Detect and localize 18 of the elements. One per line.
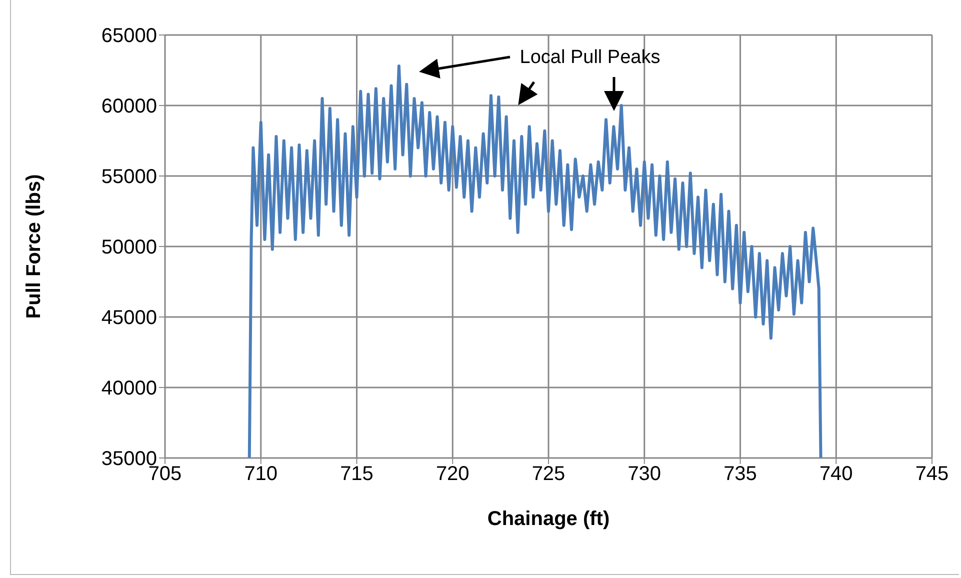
x-tick-label: 720 xyxy=(436,463,470,486)
y-tick-label: 55000 xyxy=(101,166,157,188)
annotation: Local Pull Peaks xyxy=(520,47,660,68)
x-axis-title: Chainage (ft) xyxy=(487,508,610,530)
x-tick-label: 715 xyxy=(340,463,374,486)
y-tick-label: 65000 xyxy=(101,25,157,48)
x-tick-label: 725 xyxy=(532,463,566,486)
y-tick-label: 45000 xyxy=(101,307,157,330)
y-tick-label: 40000 xyxy=(101,378,157,400)
y-tick-label: 50000 xyxy=(101,236,157,259)
x-tick-label: 710 xyxy=(244,463,278,486)
y-tick-label: 60000 xyxy=(101,96,157,118)
x-tick-label: 745 xyxy=(915,463,949,486)
x-tick-label: 735 xyxy=(724,463,757,486)
x-tick-label: 740 xyxy=(819,463,853,486)
line-series xyxy=(248,64,822,458)
x-tick-label: 730 xyxy=(628,463,662,486)
y-axis-title: Pull Force (lbs) xyxy=(23,174,46,319)
